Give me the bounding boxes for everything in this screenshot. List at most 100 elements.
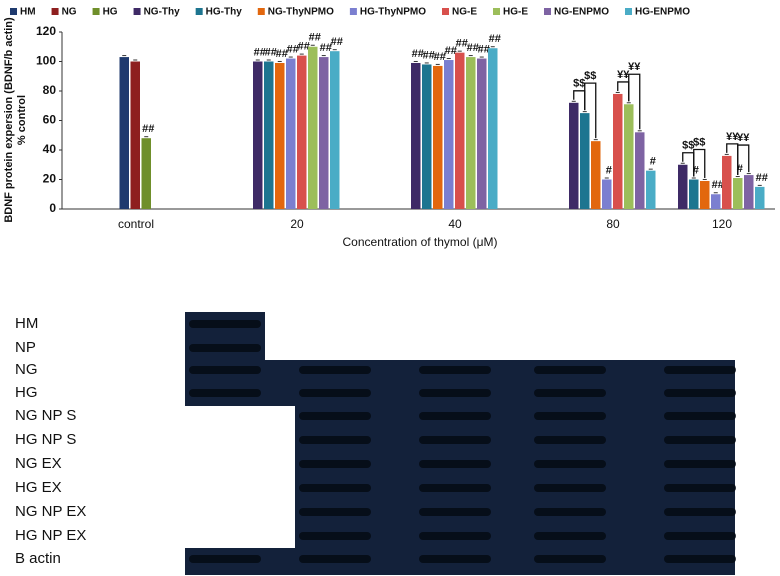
bracket-label: ¥¥: [628, 61, 641, 73]
bar: [130, 61, 140, 209]
bar: [411, 62, 421, 209]
blot-band: [189, 555, 261, 563]
significance-label: ##: [320, 42, 332, 54]
significance-label: ##: [331, 36, 343, 48]
legend-swatch: [493, 8, 500, 15]
blot-row-label: NG: [15, 361, 38, 378]
blot-band: [189, 366, 261, 374]
bar: [569, 102, 579, 209]
bar: [722, 155, 732, 209]
blot-band: [419, 412, 491, 420]
bar: [488, 48, 498, 209]
y-axis-label: % control: [16, 95, 28, 145]
blot-band: [534, 555, 606, 563]
significance-label: ##: [456, 38, 468, 50]
bar: [689, 179, 699, 209]
blot-band: [189, 389, 261, 397]
blot-band: [419, 389, 491, 397]
bar: [455, 52, 465, 210]
significance-label: ##: [265, 46, 277, 58]
significance-label: ##: [287, 43, 299, 55]
blot-band: [299, 555, 371, 563]
bar: [433, 65, 443, 209]
blot-band: [299, 366, 371, 374]
significance-label: ##: [478, 43, 490, 55]
blot-band: [299, 508, 371, 516]
blot-band: [299, 460, 371, 468]
bar: [275, 62, 285, 209]
legend-swatch: [10, 8, 17, 15]
bar: [444, 60, 454, 210]
bracket-label: $$: [573, 78, 585, 90]
significance-label: #: [693, 164, 699, 176]
blot-band: [664, 389, 736, 397]
blot-band: [664, 555, 736, 563]
legend-swatch: [51, 8, 59, 15]
blot-row-label: NG NP S: [15, 407, 76, 424]
legend-label: HG-ThyNPMO: [360, 7, 426, 18]
blot-band: [299, 412, 371, 420]
blot-band: [664, 436, 736, 444]
blot-band: [664, 366, 736, 374]
bar: [297, 55, 307, 209]
significance-label: ##: [489, 33, 501, 45]
x-tick-label: 80: [606, 217, 620, 231]
blot-row-label: HG: [15, 384, 38, 401]
blot-band: [189, 344, 261, 352]
legend-label: HG-ENPMO: [635, 7, 690, 18]
blot-image: [185, 312, 735, 575]
blot-band: [419, 508, 491, 516]
legend-label: HM: [20, 7, 36, 18]
blot-band: [299, 436, 371, 444]
legend-label: HG-Thy: [206, 7, 243, 18]
significance-label: ##: [412, 48, 424, 60]
legend-swatch: [442, 8, 449, 15]
significance-label: ##: [298, 41, 310, 53]
blot-panel: [185, 312, 265, 362]
legend-label: NG-ThyNPMO: [268, 7, 334, 18]
bracket-label: $$: [584, 70, 596, 82]
bar: [580, 113, 590, 209]
blot-row-label: NG NP EX: [15, 503, 86, 520]
blot-band: [534, 389, 606, 397]
blot-band: [189, 320, 261, 328]
significance-label: #: [606, 164, 612, 176]
legend-swatch: [195, 8, 203, 15]
bar: [286, 58, 296, 209]
legend-label: NG-Thy: [144, 7, 181, 18]
y-axis-label: BDNF protein expersion (BDNF/b actin): [3, 17, 15, 223]
blot-row-label: HG NP S: [15, 431, 76, 448]
bar: [330, 51, 340, 209]
bar: [264, 61, 274, 209]
bar: [733, 178, 743, 209]
bar: [477, 58, 487, 209]
bar: [646, 170, 656, 209]
y-tick-label: 100: [36, 54, 56, 68]
bar: [253, 61, 263, 209]
blot-row-label: NP: [15, 339, 36, 356]
blot-band: [664, 412, 736, 420]
significance-label: ##: [423, 49, 435, 61]
blot-band: [534, 436, 606, 444]
blot-band: [664, 508, 736, 516]
y-tick-label: 40: [43, 142, 57, 156]
bar: [700, 180, 710, 209]
blot-band: [664, 532, 736, 540]
blot-band: [419, 555, 491, 563]
x-axis-label: Concentration of thymol (μM): [343, 235, 498, 249]
blot-band: [299, 484, 371, 492]
blot-band: [419, 532, 491, 540]
blot-row-label: HG EX: [15, 479, 62, 496]
legend-label: HG-E: [503, 7, 528, 18]
bracket: [693, 148, 706, 178]
bar: [678, 164, 688, 209]
blot-panel: [295, 404, 735, 550]
bracket-label: ¥¥: [726, 131, 739, 143]
blot-band: [534, 532, 606, 540]
blot-band: [419, 436, 491, 444]
legend-swatch: [544, 8, 551, 15]
blot-row-label: B actin: [15, 550, 61, 567]
significance-label: ##: [445, 45, 457, 57]
legend-label: HG: [103, 7, 118, 18]
